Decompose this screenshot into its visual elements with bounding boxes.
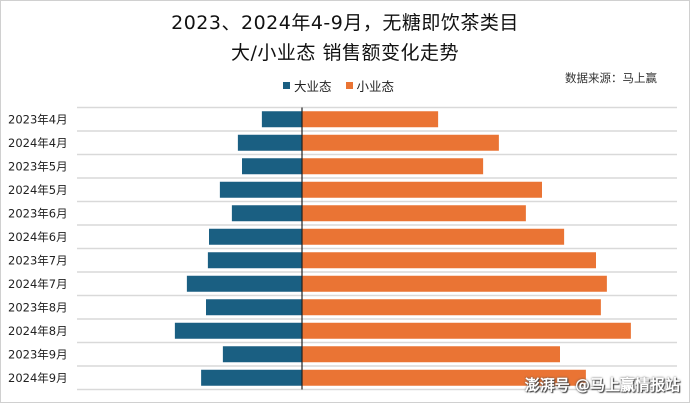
chart-subtitle: 大/小业态 销售额变化走势	[231, 42, 459, 64]
bar-small-format	[302, 134, 499, 151]
bar-small-format	[302, 369, 586, 386]
bar-small-format	[302, 205, 526, 222]
y-tick-label: 2024年7月	[8, 277, 68, 291]
legend-item-small-format: 小业态	[345, 76, 395, 95]
y-tick-label: 2024年9月	[8, 371, 68, 385]
bar-small-format	[302, 158, 484, 175]
y-tick-label: 2024年6月	[8, 230, 68, 244]
y-tick-label: 2023年7月	[8, 253, 68, 267]
bar-large-format	[206, 299, 302, 316]
y-tick-label: 2024年4月	[8, 136, 68, 150]
bar-large-format	[201, 369, 302, 386]
bar-small-format	[302, 252, 596, 269]
y-tick-label: 2023年8月	[8, 300, 68, 314]
bar-large-format	[242, 158, 302, 175]
legend-swatch-large-format	[283, 82, 290, 89]
y-tick-label: 2023年5月	[8, 159, 68, 173]
legend: 大业态 小业态	[283, 76, 394, 95]
bar-small-format	[302, 228, 565, 245]
legend-item-large-format: 大业态	[283, 76, 332, 95]
y-tick-label: 2024年8月	[8, 324, 68, 338]
watermark-handle: @马上赢情报站	[574, 376, 680, 394]
bar-large-format	[207, 252, 302, 269]
legend-label-small-format: 小业态	[356, 79, 395, 94]
chart-title: 2023、2024年4-9月，无糖即饮茶类目	[171, 12, 519, 34]
y-tick-label: 2023年6月	[8, 206, 68, 220]
data-source-note: 数据来源：马上赢	[565, 71, 657, 85]
bar-large-format	[219, 181, 302, 198]
bar-small-format	[302, 299, 601, 316]
bar-small-format	[302, 181, 542, 198]
bar-large-format	[209, 228, 302, 245]
bar-large-format	[174, 322, 302, 339]
legend-label-large-format: 大业态	[294, 79, 332, 94]
bar-large-format	[186, 275, 302, 292]
legend-swatch-small-format	[345, 82, 353, 89]
bar-large-format	[237, 134, 302, 151]
bar-large-format	[261, 111, 302, 128]
bar-small-format	[302, 275, 607, 292]
watermark-brand: 澎湃号	[524, 376, 570, 394]
watermark: 澎湃号 @马上赢情报站	[525, 374, 680, 395]
bar-small-format	[302, 111, 439, 128]
bar-small-format	[302, 346, 560, 363]
y-tick-label: 2024年5月	[8, 183, 68, 197]
bar-large-format	[231, 205, 302, 222]
y-tick-label: 2023年9月	[8, 347, 68, 361]
bar-small-format	[302, 322, 631, 339]
bar-large-format	[222, 346, 302, 363]
y-tick-label: 2023年4月	[8, 112, 68, 126]
